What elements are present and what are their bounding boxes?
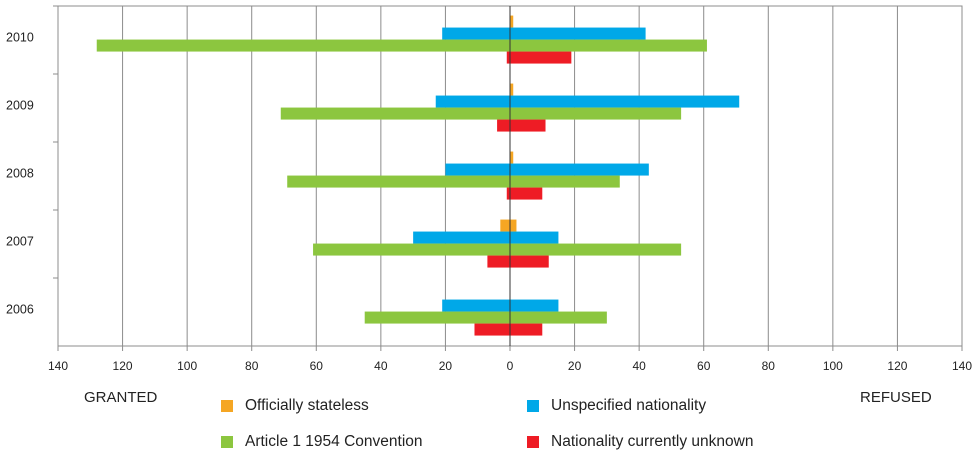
bar-granted (436, 96, 510, 108)
x-tick-label: 40 (374, 359, 388, 373)
x-tick-label: 120 (887, 359, 907, 373)
bar-granted (442, 28, 510, 40)
legend-label-unspecified-nationality: Unspecified nationality (551, 397, 706, 415)
x-tick-label: 140 (48, 359, 68, 373)
legend-item-officially-stateless: Officially stateless (221, 397, 369, 415)
y-category-labels: 2010 2009 2008 2007 2006 (6, 31, 34, 317)
bar-granted (442, 300, 510, 312)
y-category-label: 2008 (6, 167, 34, 181)
bar-refused (510, 164, 649, 176)
bar-granted (365, 312, 510, 324)
x-tick-labels: 140 120 100 80 60 40 20 0 20 40 60 80 100 120 140 (48, 359, 972, 373)
bar-refused (510, 108, 681, 120)
bar-refused (510, 220, 516, 232)
legend-label-article-1-1954-convention: Article 1 1954 Convention (245, 433, 423, 451)
bar-refused (510, 28, 646, 40)
bar-refused (510, 256, 549, 268)
x-tick-label: 80 (245, 359, 259, 373)
bar-refused (510, 244, 681, 256)
bar-granted (445, 164, 510, 176)
bar-refused (510, 188, 542, 200)
bar-granted (474, 324, 510, 336)
x-tick-label: 80 (762, 359, 776, 373)
bar-granted (500, 220, 510, 232)
refused-label: REFUSED (860, 389, 932, 406)
x-tick-label: 60 (310, 359, 324, 373)
legend-swatch-nationality-currently-unknown (527, 436, 539, 448)
legend-item-article-1-1954-convention: Article 1 1954 Convention (221, 433, 423, 451)
bar-refused (510, 232, 558, 244)
bar-granted (413, 232, 510, 244)
x-tick-label: 140 (952, 359, 972, 373)
legend-item-unspecified-nationality: Unspecified nationality (527, 397, 706, 415)
x-tick-label: 20 (439, 359, 453, 373)
bars-layer (97, 16, 739, 336)
bar-refused (510, 96, 739, 108)
bar-refused (510, 312, 607, 324)
legend-swatch-officially-stateless (221, 400, 233, 412)
bar-refused (510, 300, 558, 312)
legend-swatch-article-1-1954-convention (221, 436, 233, 448)
legend-label-nationality-currently-unknown: Nationality currently unknown (551, 433, 753, 451)
x-tick-label: 100 (823, 359, 843, 373)
y-category-label: 2010 (6, 31, 34, 45)
x-tick-label: 100 (177, 359, 197, 373)
bar-refused (510, 324, 542, 336)
x-tick-label: 0 (507, 359, 514, 373)
x-tick-label: 20 (568, 359, 582, 373)
legend-item-nationality-currently-unknown: Nationality currently unknown (527, 433, 753, 451)
bar-refused (510, 120, 546, 132)
legend-swatch-unspecified-nationality (527, 400, 539, 412)
y-category-label: 2007 (6, 235, 34, 249)
bar-refused (510, 40, 707, 52)
bar-granted (97, 40, 510, 52)
bar-granted (487, 256, 510, 268)
bar-granted (313, 244, 510, 256)
bar-refused (510, 52, 571, 64)
x-tick-label: 60 (697, 359, 711, 373)
x-tick-label: 40 (632, 359, 646, 373)
y-category-label: 2009 (6, 99, 34, 113)
y-category-label: 2006 (6, 303, 34, 317)
bar-granted (287, 176, 510, 188)
bar-granted (281, 108, 510, 120)
bar-granted (497, 120, 510, 132)
legend-label-officially-stateless: Officially stateless (245, 397, 369, 415)
bar-refused (510, 176, 620, 188)
x-tick-label: 120 (113, 359, 133, 373)
granted-label: GRANTED (84, 389, 157, 406)
